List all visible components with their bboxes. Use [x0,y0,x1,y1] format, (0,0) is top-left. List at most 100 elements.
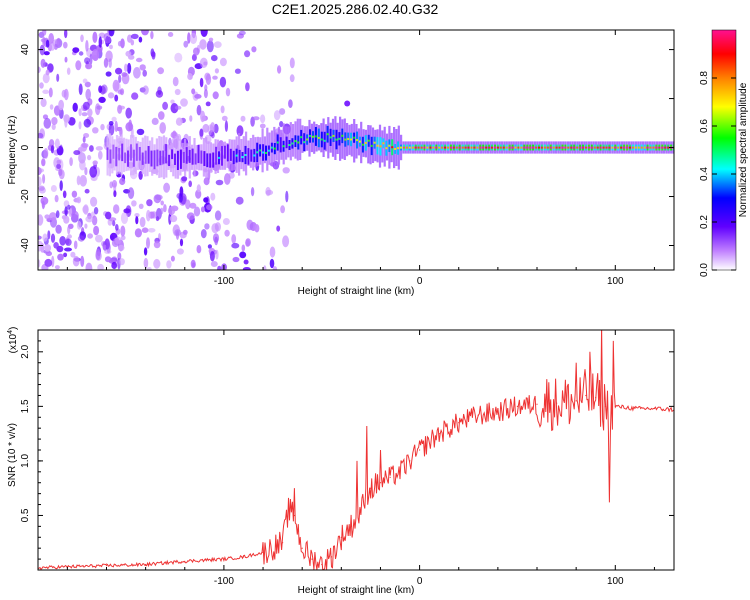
spectrogram-cell [139,216,146,228]
spectrogram-cell [599,146,602,149]
spectrogram-cell [204,84,208,92]
spectrogram-cell [246,219,254,231]
spectrogram-cell [205,137,208,178]
spectrogram-cell [158,111,165,120]
spectrogram-cell [138,147,141,161]
spectrogram-cell [108,58,112,68]
spectrogram-cell [98,150,103,160]
spectrogram-cell [291,142,294,145]
spectrogram-cell [89,166,98,178]
spectrogram-frame [37,29,675,271]
spectrogram-cell [155,216,160,222]
spectrogram-cell [139,64,146,71]
spectrogram-cell [81,143,89,148]
spectrogram-cell [465,141,468,154]
spectrogram-cell [382,142,385,145]
spectrogram-cell [130,144,132,161]
spectrogram-cell [282,167,290,174]
spectrogram-cell [558,146,561,149]
spectrogram-cell [533,141,537,154]
spectrogram-cell [461,146,464,149]
spectrogram-cell [104,36,111,44]
spectrogram-cell [134,213,140,218]
spectrogram-cell [404,141,407,154]
spectrogram-cells [38,30,674,270]
spectrogram-cell [411,146,414,149]
spectrogram-cell [199,128,204,137]
spectrogram-cell [301,125,304,153]
spectrogram-cell [189,202,197,209]
snr-panel: -100 0 100 0.5 1.0 1.5 2.0 Height of straight … [7,327,675,596]
spectrogram-cell [135,216,139,225]
spectrogram-cell [167,32,174,37]
spectrogram-cell [206,40,214,53]
spectrogram-cell [381,130,384,163]
spectrogram-cell [324,124,328,152]
spectrogram-cell [310,123,313,153]
spectrogram-cell [172,76,179,87]
snr-xtick-label: -100 [214,576,234,587]
spectrogram-cell [523,146,526,149]
spectrogram-cell [73,240,78,250]
spectrogram-cell [663,141,666,154]
spectrogram-cell [228,139,231,172]
spectrogram-cell [435,146,438,149]
spectrogram-cell [95,234,103,243]
spectrogram-cell [147,146,150,164]
spectrogram-cell [231,234,237,244]
spectrogram-cell [158,136,161,178]
spectrogram-cell [540,146,543,149]
spectrogram-cell [72,102,78,113]
spectrogram-cell [54,194,59,203]
spectrogram-cell [43,148,49,159]
snr-frame [37,329,675,571]
spectrogram-cell [200,206,206,213]
spectrogram-cell [543,146,546,149]
spectrogram-cell [162,101,169,110]
spectrogram-cell [420,146,423,149]
spectrogram-cell [477,141,480,154]
spectrogram-cell [524,141,527,154]
spectrogram-cell [87,154,92,161]
snr-point [604,405,607,407]
snr-point [223,558,225,560]
spectrogram-cell [526,146,529,149]
snr-point [516,405,519,407]
spectrogram-cell [640,146,643,149]
spectrogram-cell [64,56,68,63]
spectrogram-cell [385,147,388,150]
spectrogram-cell [350,138,353,141]
spectrogram-cell [187,32,191,44]
spectrogram-cell [51,117,58,125]
spectrogram-cell [95,248,101,261]
spectrogram-cell [157,86,162,95]
spectrogram-cell [84,57,91,65]
spectrogram-cell [260,114,266,124]
spectrogram-cell [228,172,235,179]
spectrogram-cell [247,148,250,165]
spectrogram-cell [113,139,116,171]
spectrogram-cell [84,81,91,88]
spectrogram-cell [204,72,211,81]
spectrogram-cell [444,146,447,149]
spectrogram-cell [120,235,126,241]
spectrogram-cell [499,146,502,149]
spectrogram-cell [224,120,228,132]
spectrogram-cell [80,34,84,43]
spectrogram-cell [449,146,452,149]
spectrogram-cell [203,61,208,66]
spectrogram-cell [212,91,219,100]
spectrogram-cell [300,136,303,139]
spectrogram-cell [430,141,433,154]
spectrogram-cell [55,224,62,234]
spectrogram-cell [618,141,621,154]
spectrogram-cell [38,176,42,187]
spectrogram-cell [42,36,46,47]
spectrogram-cell [107,218,113,226]
spectrogram-cell [78,51,84,56]
spectrogram-cell [222,218,230,225]
spectrogram-cell [121,143,124,162]
spectrogram-cell [113,190,117,198]
spectrogram-cell [209,251,215,262]
spectrogram-cell [83,204,89,215]
